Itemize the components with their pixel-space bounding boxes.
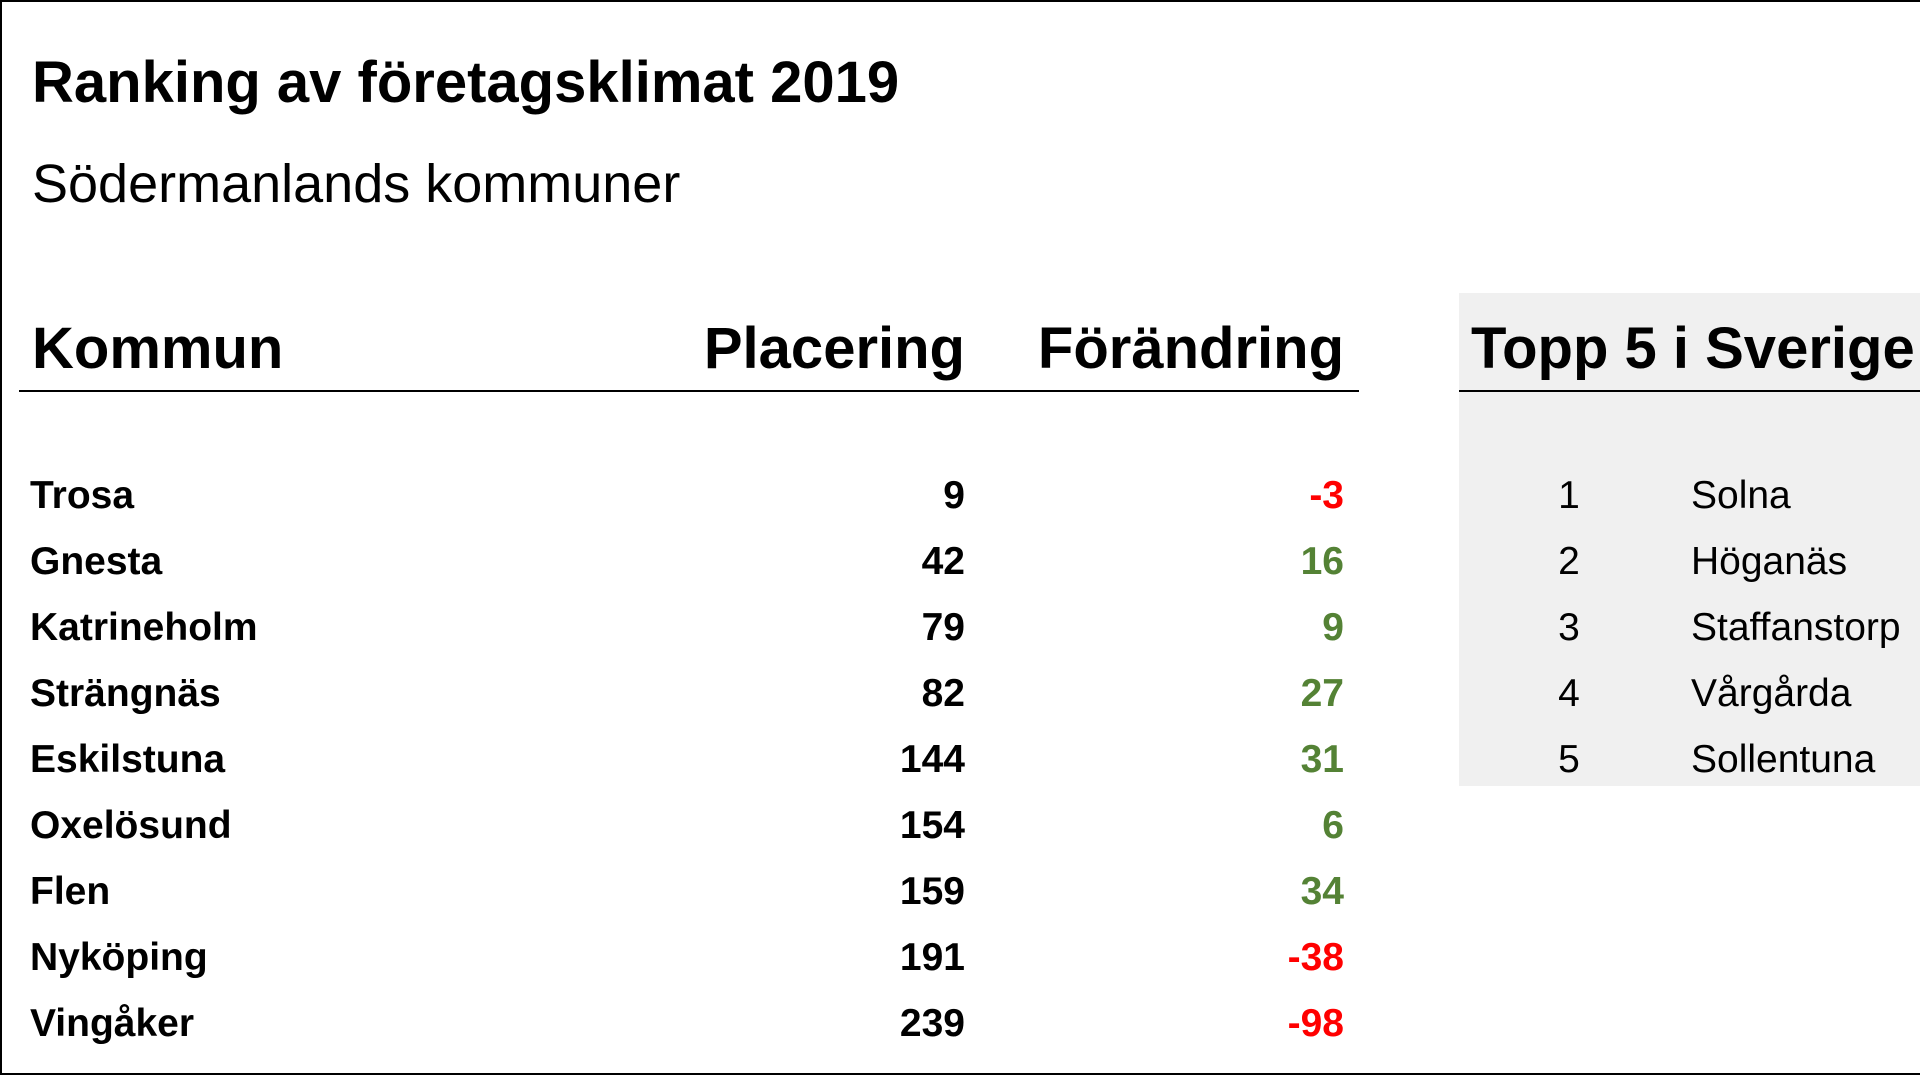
- column-header: Kommun: [32, 316, 284, 381]
- kommun: Oxelösund: [30, 804, 232, 847]
- kommun: Nyköping: [30, 936, 208, 979]
- placering: 42: [921, 540, 965, 583]
- rank: 4: [1558, 672, 1580, 715]
- placering: 191: [899, 936, 965, 979]
- header-rule: [19, 390, 1359, 392]
- kommun: Vingåker: [30, 1002, 195, 1045]
- kommun-name: Staffanstorp: [1691, 606, 1901, 649]
- title: Ranking av företagsklimat 2019: [32, 50, 900, 115]
- placering: 239: [899, 1002, 965, 1045]
- column-header: Förändring: [1037, 316, 1344, 381]
- kommun-name: Solna: [1691, 474, 1791, 517]
- forandring: 34: [1300, 870, 1344, 913]
- forandring: 27: [1300, 672, 1344, 715]
- kommun: Eskilstuna: [30, 738, 226, 781]
- forandring: 9: [1322, 606, 1344, 649]
- forandring: -38: [1287, 936, 1344, 979]
- subtitle: Södermanlands kommuner: [32, 154, 681, 214]
- forandring: 31: [1300, 738, 1344, 781]
- placering: 82: [921, 672, 965, 715]
- forandring: 16: [1300, 540, 1344, 583]
- forandring: -3: [1309, 474, 1344, 517]
- top5-title: Topp 5 i Sverige: [1471, 316, 1915, 381]
- placering: 154: [899, 804, 965, 847]
- placering: 79: [921, 606, 965, 649]
- kommun-name: Sollentuna: [1691, 738, 1876, 781]
- column-header: Placering: [703, 316, 965, 381]
- kommun: Katrineholm: [30, 606, 258, 649]
- kommun: Gnesta: [30, 540, 163, 583]
- rank: 3: [1558, 606, 1580, 649]
- top5-rule: [1459, 390, 1920, 392]
- forandring: -98: [1287, 1002, 1344, 1045]
- forandring: 6: [1322, 804, 1344, 847]
- kommun: Flen: [30, 870, 111, 913]
- kommun-name: Vårgårda: [1691, 672, 1852, 715]
- rank: 2: [1558, 540, 1580, 583]
- kommun: Strängnäs: [30, 672, 221, 715]
- top5-panel: [1459, 293, 1920, 786]
- rank: 1: [1558, 474, 1580, 517]
- rank: 5: [1558, 738, 1580, 781]
- kommun: Trosa: [30, 474, 135, 517]
- placering: 9: [943, 474, 965, 517]
- kommun-name: Höganäs: [1691, 540, 1848, 583]
- placering: 159: [899, 870, 965, 913]
- placering: 144: [899, 738, 965, 781]
